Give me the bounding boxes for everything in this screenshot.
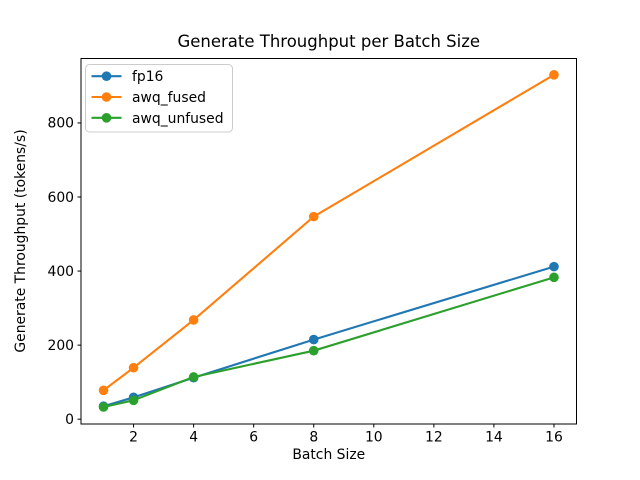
series-marker-awq_unfused <box>98 402 109 412</box>
legend-marker-awq_unfused <box>101 113 112 123</box>
x-axis-label: Batch Size <box>292 447 365 463</box>
x-tick-label: 4 <box>189 430 198 446</box>
series-marker-awq_fused <box>98 385 109 396</box>
series-marker-awq_unfused <box>188 372 199 382</box>
y-tick-label: 400 <box>47 264 74 280</box>
x-tick-label: 14 <box>485 430 503 446</box>
legend-label-fp16: fp16 <box>132 69 163 85</box>
series-marker-fp16 <box>549 261 559 272</box>
y-axis-label: Generate Throughput (tokens/s) <box>13 129 29 352</box>
plot-area: 2 4 6 8 10 12 14 16 0 200 400 600 800 fp16 awq_fusedaw… <box>47 58 577 446</box>
x-tick-label: 12 <box>425 430 443 446</box>
legend-label-awq_unfused: awq_unfused <box>132 111 224 127</box>
series-marker-awq_unfused <box>308 345 319 356</box>
series-marker-awq_fused <box>549 69 559 80</box>
series-marker-awq_unfused <box>128 395 139 406</box>
series-marker-awq_fused <box>308 211 319 222</box>
legend-label-awq_fused: awq_fused <box>132 90 206 106</box>
y-tick-label: 0 <box>65 412 74 428</box>
series-line-awq_unfused <box>102 276 556 409</box>
axes-spines <box>80 58 577 425</box>
x-tick-label: 6 <box>249 430 258 446</box>
series-marker-awq_unfused <box>549 272 559 283</box>
x-tick-label: 16 <box>545 430 563 446</box>
y-tick-label: 800 <box>47 116 74 132</box>
y-tick-label: 600 <box>47 190 74 206</box>
legend-marker-fp16 <box>101 71 112 81</box>
legend-marker-awq_fused <box>101 92 112 102</box>
series-marker-awq_fused <box>188 315 199 325</box>
x-tick-label: 10 <box>365 430 383 446</box>
series-marker-fp16 <box>308 334 319 345</box>
legend-box <box>85 64 233 133</box>
chart-title: Generate Throughput per Batch Size <box>177 32 480 51</box>
y-tick-label: 200 <box>47 338 74 354</box>
series-marker-awq_fused <box>128 362 139 373</box>
x-tick-label: 2 <box>129 430 138 446</box>
x-tick-label: 8 <box>309 430 318 446</box>
